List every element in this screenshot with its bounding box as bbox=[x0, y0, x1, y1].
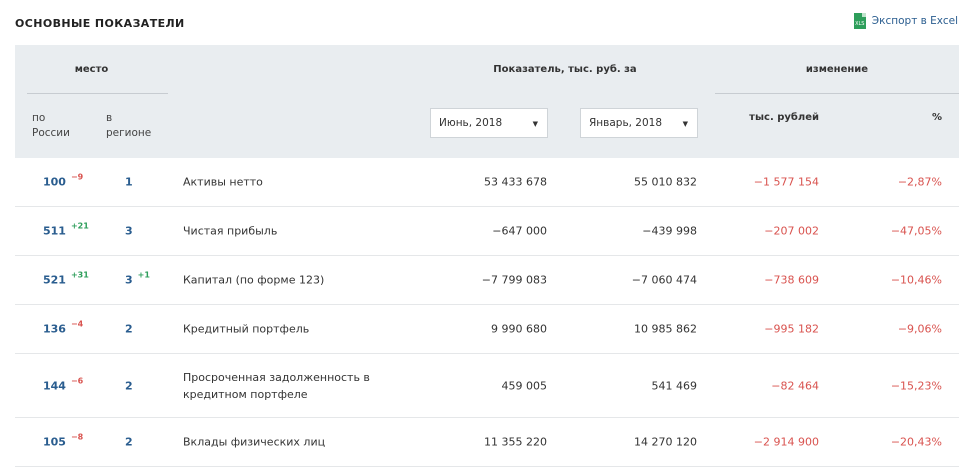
table-row[interactable]: 511 +21 3 Чистая прибыль −647 000 −439 99… bbox=[15, 207, 959, 256]
export-excel-link[interactable]: XLS Экспорт в Excel bbox=[853, 13, 958, 29]
indicator-name: Чистая прибыль bbox=[183, 224, 278, 238]
value-period2: −7 060 474 bbox=[631, 273, 697, 287]
export-label: Экспорт в Excel bbox=[871, 15, 958, 27]
header-divider bbox=[715, 93, 959, 94]
value-period1: 53 433 678 bbox=[484, 175, 547, 189]
table-row[interactable]: 100 −9 1 Активы нетто 53 433 678 55 010 8… bbox=[15, 158, 959, 207]
change-percent: −9,06% bbox=[897, 322, 942, 336]
value-period1: 459 005 bbox=[501, 379, 548, 392]
table-row[interactable]: 521 +31 3 +1 Капитал (по форме 123) −7 799… bbox=[15, 256, 959, 305]
header-indicator: Показатель, тыс. руб. за bbox=[493, 64, 637, 75]
caret-down-icon: ▼ bbox=[682, 120, 688, 128]
rank-delta: −8 bbox=[70, 432, 84, 442]
change-percent: −20,43% bbox=[890, 435, 942, 449]
value-period1: 11 355 220 bbox=[484, 435, 547, 449]
value-period1: −647 000 bbox=[492, 224, 547, 238]
change-percent: −10,46% bbox=[890, 273, 942, 287]
indicator-name: Кредитный портфель bbox=[183, 322, 310, 336]
value-period1: 9 990 680 bbox=[491, 322, 547, 336]
region-delta: +1 bbox=[137, 270, 150, 280]
header-divider bbox=[27, 93, 168, 94]
header-in-region: в регионе bbox=[106, 112, 152, 139]
change-percent: −15,23% bbox=[890, 379, 942, 392]
header-change: изменение bbox=[805, 64, 869, 75]
rank-russia: 100 −9 bbox=[43, 172, 84, 189]
caret-down-icon: ▼ bbox=[532, 120, 538, 128]
rank-delta: −4 bbox=[70, 319, 84, 329]
indicator-name: Капитал (по форме 123) bbox=[183, 273, 325, 287]
rank-delta: +31 bbox=[70, 270, 89, 280]
period2-select[interactable]: Январь, 2018 ▼ bbox=[580, 108, 698, 138]
period1-value: Июнь, 2018 bbox=[439, 117, 503, 129]
table-header: место по России в регионе Показатель, ты… bbox=[15, 45, 959, 158]
table-row[interactable]: 105 −8 2 Вклады физических лиц 11 355 220… bbox=[15, 418, 959, 467]
value-period2: −439 998 bbox=[642, 224, 697, 238]
page-title: ОСНОВНЫЕ ПОКАЗАТЕЛИ bbox=[15, 17, 185, 30]
indicators-table: место по России в регионе Показатель, ты… bbox=[15, 45, 959, 467]
indicator-name: Активы нетто bbox=[183, 175, 263, 189]
rank-region: 2 bbox=[125, 379, 133, 392]
value-period1: −7 799 083 bbox=[481, 273, 547, 287]
rank-delta: −9 bbox=[70, 172, 84, 182]
rank-russia: 136 −4 bbox=[43, 319, 84, 336]
rank-delta: −6 bbox=[70, 376, 84, 385]
header-percent: % bbox=[931, 112, 942, 123]
header-thousand-rub: тыс. рублей bbox=[749, 112, 819, 123]
rank-region: 2 bbox=[125, 435, 133, 449]
rank-delta: +21 bbox=[70, 221, 89, 231]
table-row[interactable]: 144 −6 2 Просроченная задолженность в кре… bbox=[15, 354, 959, 418]
change-value: −207 002 bbox=[764, 224, 819, 238]
value-period2: 14 270 120 bbox=[634, 435, 697, 449]
value-period2: 55 010 832 bbox=[634, 175, 697, 189]
indicator-name: Вклады физических лиц bbox=[183, 435, 326, 449]
rank-russia: 144 −6 bbox=[43, 376, 84, 392]
indicator-name: Просроченная задолженность в кредитном п… bbox=[183, 370, 370, 401]
excel-file-icon: XLS bbox=[853, 13, 866, 29]
change-value: −82 464 bbox=[771, 379, 819, 392]
period1-select[interactable]: Июнь, 2018 ▼ bbox=[430, 108, 548, 138]
rank-region: 2 bbox=[125, 322, 133, 336]
rank-russia: 105 −8 bbox=[43, 432, 84, 449]
rank-region: 3 bbox=[125, 224, 133, 238]
header-by-russia: по России bbox=[32, 112, 70, 139]
rank-region: 3 +1 bbox=[125, 270, 150, 287]
rank-russia: 511 +21 bbox=[43, 221, 89, 238]
value-period2: 541 469 bbox=[651, 379, 698, 392]
header-place: место bbox=[74, 64, 109, 75]
change-value: −738 609 bbox=[764, 273, 819, 287]
table-row[interactable]: 136 −4 2 Кредитный портфель 9 990 680 10 … bbox=[15, 305, 959, 354]
change-percent: −47,05% bbox=[890, 224, 942, 238]
value-period2: 10 985 862 bbox=[634, 322, 697, 336]
change-value: −2 914 900 bbox=[753, 435, 819, 449]
rank-russia: 521 +31 bbox=[43, 270, 89, 287]
rank-region: 1 bbox=[125, 175, 133, 189]
period2-value: Январь, 2018 bbox=[589, 117, 663, 129]
change-value: −995 182 bbox=[764, 322, 819, 336]
change-percent: −2,87% bbox=[897, 175, 942, 189]
change-value: −1 577 154 bbox=[753, 175, 819, 189]
